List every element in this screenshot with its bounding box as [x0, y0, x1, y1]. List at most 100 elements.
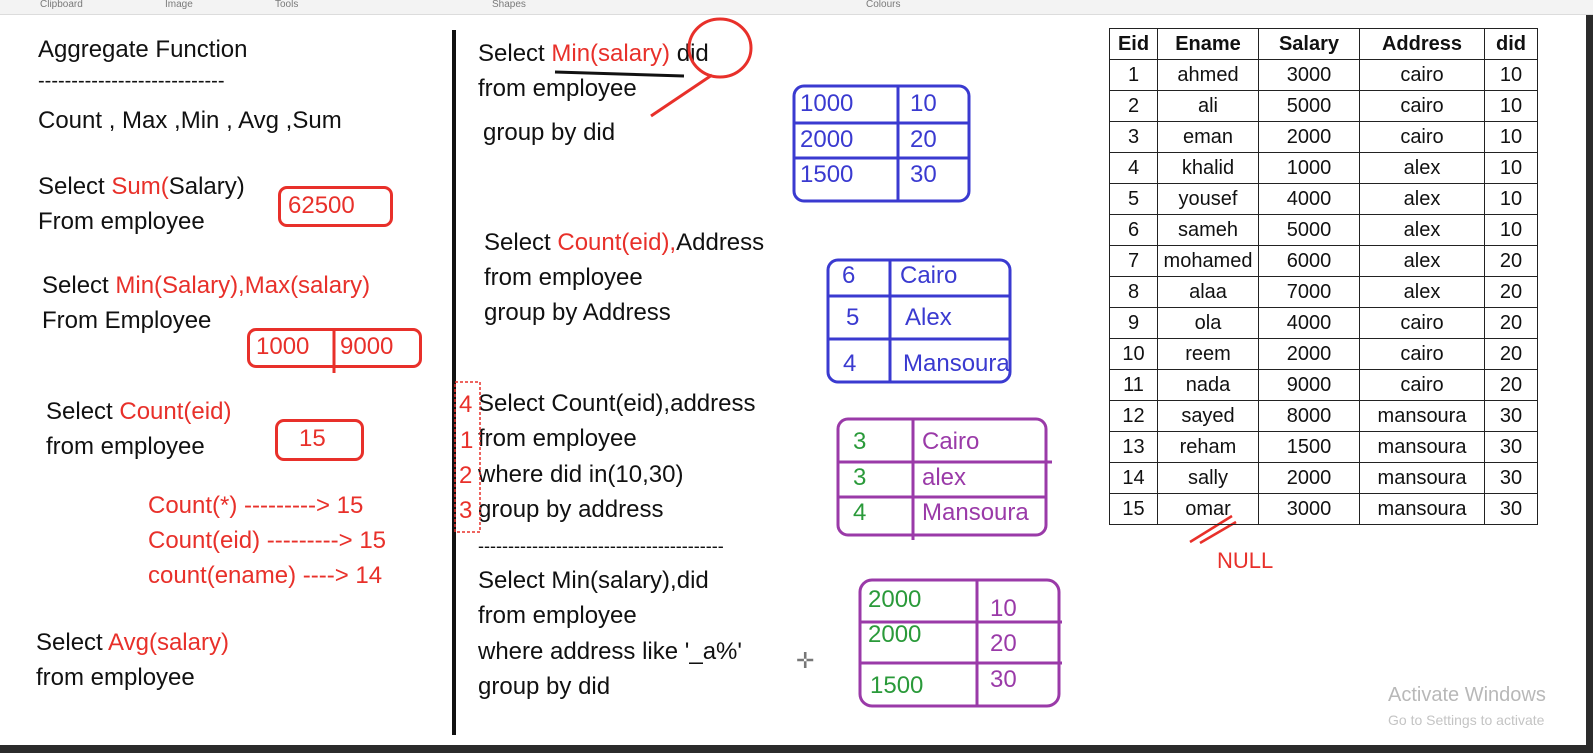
group-count-query-from: from employee [484, 264, 643, 291]
table-cell: 6 [1109, 214, 1158, 246]
column-divider [452, 30, 456, 735]
table-cell: sameh [1157, 214, 1259, 246]
count-query-from: from employee [46, 433, 205, 460]
table-cell: 5 [1109, 183, 1158, 215]
table-cell: 30 [1484, 462, 1538, 494]
grid4-r3-did: 30 [990, 666, 1017, 693]
column-header: Address [1359, 28, 1485, 60]
table-row: 11 nada 9000 cairo 20 [1109, 369, 1538, 401]
execution-order-1: 4 [459, 391, 473, 418]
sum-query-from: From employee [38, 208, 205, 235]
min-result-value: 1000 [256, 333, 310, 360]
table-cell: cairo [1359, 121, 1485, 153]
count-result-box [275, 419, 364, 461]
count-eid-note: Count(eid) ---------> 15 [148, 527, 387, 554]
activate-windows-title: Activate Windows [1388, 684, 1546, 706]
table-cell: 10 [1484, 121, 1538, 153]
column-header: did [1484, 28, 1538, 60]
grid1-r2-value: 2000 [800, 126, 854, 153]
count-result-value: 15 [299, 425, 326, 452]
table-cell: 13 [1109, 431, 1158, 463]
grid1-r1-value: 1000 [800, 90, 854, 117]
ribbon-shapes-label[interactable]: Shapes [492, 0, 526, 10]
table-cell: 30 [1484, 400, 1538, 432]
grid4-r1-did: 10 [990, 595, 1017, 622]
table-cell: 10 [1109, 338, 1158, 370]
table-cell: reem [1157, 338, 1259, 370]
like-min-query-line1: Select Min(salary),did [478, 567, 709, 594]
table-cell: 20 [1484, 338, 1538, 370]
grid2-r3-address: Mansoura [903, 350, 1010, 377]
sum-result-value: 62500 [288, 192, 355, 219]
table-cell: 5000 [1258, 214, 1360, 246]
grid3-r3-count: 4 [853, 499, 867, 526]
column-header: Eid [1109, 28, 1158, 60]
result-grid-2 [826, 258, 1012, 384]
table-cell: yousef [1157, 183, 1259, 215]
column-header: Salary [1258, 28, 1360, 60]
ribbon-image-label[interactable]: Image [165, 0, 193, 10]
max-result-value: 9000 [340, 333, 394, 360]
table-row: 15 omar 3000 mansoura 30 [1109, 493, 1538, 525]
table-cell: 11 [1109, 369, 1158, 401]
table-row: 6 sameh 5000 alex 10 [1109, 214, 1538, 246]
table-cell: 30 [1484, 493, 1538, 525]
table-cell: 15 [1109, 493, 1158, 525]
ribbon-clipboard-label[interactable]: Clipboard [40, 0, 83, 10]
table-cell: 4 [1109, 152, 1158, 184]
table-cell: mohamed [1157, 245, 1259, 277]
table-cell: 10 [1484, 59, 1538, 91]
table-cell: nada [1157, 369, 1259, 401]
table-cell: 9000 [1258, 369, 1360, 401]
table-row: 10 reem 2000 cairo 20 [1109, 338, 1538, 370]
table-cell: 10 [1484, 90, 1538, 122]
ribbon-colours-label[interactable]: Colours [866, 0, 901, 10]
table-cell: sayed [1157, 400, 1259, 432]
table-cell: 2000 [1258, 338, 1360, 370]
table-cell: cairo [1359, 59, 1485, 91]
like-min-query-line3: where address like '_a%' [478, 638, 742, 665]
grid2-r2-count: 5 [846, 304, 860, 331]
table-cell: 1000 [1258, 152, 1360, 184]
table-cell: 4000 [1258, 183, 1360, 215]
table-cell: 3000 [1258, 59, 1360, 91]
table-cell: mansoura [1359, 462, 1485, 494]
result-grid-4 [858, 578, 1062, 708]
table-row: 13 reham 1500 mansoura 30 [1109, 431, 1538, 463]
count-star-note: Count(*) ---------> 15 [148, 492, 364, 519]
table-cell: omar [1157, 493, 1259, 525]
table-cell: 6000 [1258, 245, 1360, 277]
grid3-r2-count: 3 [853, 464, 867, 491]
grid2-r1-count: 6 [842, 262, 856, 289]
where-count-query-line4: group by address [478, 496, 664, 523]
table-row: 2 ali 5000 cairo 10 [1109, 90, 1538, 122]
table-cell: alex [1359, 152, 1485, 184]
employee-table: Eid Ename Salary Address did 1 ahmed 3000 cairo… [1109, 28, 1538, 525]
group-min-query-from: from employee [478, 75, 637, 102]
table-cell: 3 [1109, 121, 1158, 153]
group-count-query-group: group by Address [484, 299, 671, 326]
execution-order-3: 2 [459, 462, 473, 489]
group-count-query-select: Select Count(eid),Address [484, 229, 765, 256]
table-cell: alex [1359, 183, 1485, 215]
table-cell: 7 [1109, 245, 1158, 277]
table-cell: ahmed [1157, 59, 1259, 91]
grid3-r3-address: Mansoura [922, 499, 1029, 526]
table-row: 7 mohamed 6000 alex 20 [1109, 245, 1538, 277]
null-annotation: NULL [1217, 548, 1274, 573]
table-cell: 1 [1109, 59, 1158, 91]
table-cell: 7000 [1258, 276, 1360, 308]
table-cell: 10 [1484, 214, 1538, 246]
did-circle-annotation [687, 17, 753, 79]
omar-strike-2 [1199, 520, 1237, 545]
table-cell: mansoura [1359, 493, 1485, 525]
ribbon-tools-label[interactable]: Tools [275, 0, 299, 10]
table-cell: eman [1157, 121, 1259, 153]
title-underline-dashes: ---------------------------- [38, 70, 225, 92]
table-cell: 1500 [1258, 431, 1360, 463]
grid3-r2-address: alex [922, 464, 967, 491]
table-row: 9 ola 4000 cairo 20 [1109, 307, 1538, 339]
min-underline [554, 70, 685, 78]
grid1-r3-did: 30 [910, 161, 937, 188]
